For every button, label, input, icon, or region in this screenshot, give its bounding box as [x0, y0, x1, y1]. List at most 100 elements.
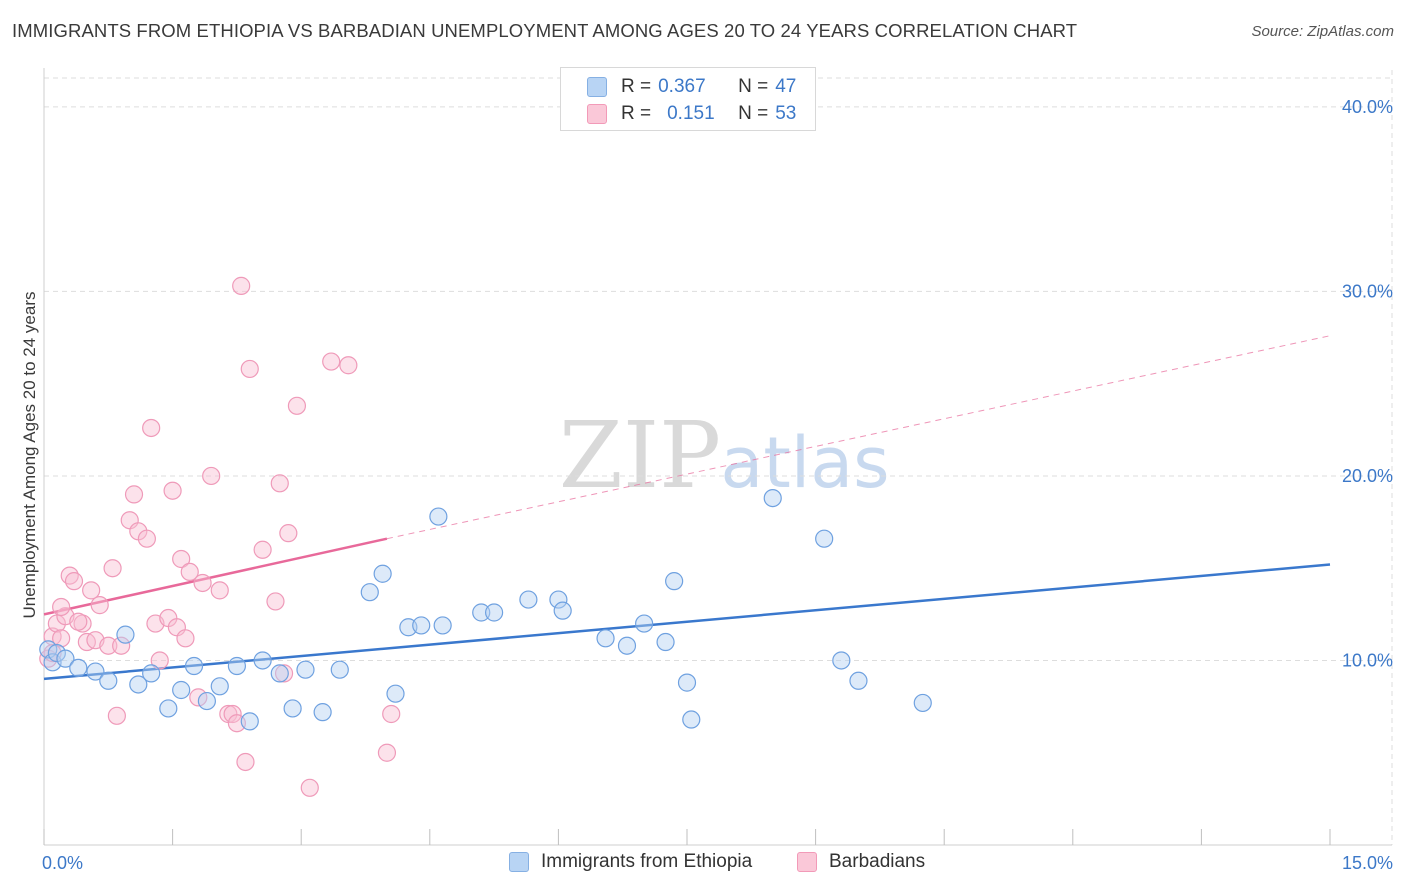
y-tick-label: 20.0%	[1342, 466, 1393, 486]
chart-title: IMMIGRANTS FROM ETHIOPIA VS BARBADIAN UN…	[12, 20, 1078, 41]
ethiopia-point	[172, 680, 191, 700]
ethiopia-point	[682, 710, 701, 729]
barbadians-point	[150, 651, 169, 670]
barbadians-point	[52, 597, 71, 617]
source-credit: Source: ZipAtlas.com	[1251, 23, 1394, 40]
barbadians-point	[382, 704, 401, 724]
barbadians-point	[232, 276, 251, 295]
ethiopia-point	[549, 590, 568, 609]
ethiopia-point	[296, 660, 315, 679]
bottom-legend-label-ethiopia: Immigrants from Ethiopia	[541, 851, 753, 872]
ethiopia-point	[99, 671, 118, 690]
ethiopia-point	[116, 625, 135, 644]
ethiopia-point	[665, 572, 684, 591]
ethiopia-point	[433, 616, 452, 635]
watermark-atlas: atlas	[720, 422, 889, 504]
ethiopia-point	[763, 488, 782, 508]
barbadians-point	[210, 581, 229, 600]
ethiopia-point	[360, 583, 379, 602]
ethiopia-point	[617, 636, 637, 655]
barbadians-point	[172, 549, 191, 569]
ethiopia-point	[913, 693, 932, 713]
ethiopia-point	[635, 614, 654, 633]
barbadians-point	[253, 540, 272, 559]
legend-n-value: 47	[775, 76, 797, 97]
bottom-legend-barbadians: Barbadians	[797, 851, 925, 873]
ethiopia-point	[56, 649, 75, 668]
barbadians-trend-extension	[386, 335, 1331, 540]
barbadians-point	[107, 706, 126, 725]
barbadians-point	[112, 636, 131, 655]
barbadians-point	[270, 474, 289, 493]
barbadians-point	[180, 562, 199, 582]
ethiopia-point	[270, 664, 289, 683]
barbadians-point	[163, 481, 182, 500]
ethiopia-point	[412, 616, 431, 635]
y-tick-label: 30.0%	[1342, 281, 1393, 301]
barbadians-point	[137, 529, 156, 548]
legend-r-label: R =	[621, 103, 652, 124]
barbadians-point	[69, 612, 88, 631]
barbadians-point	[142, 418, 161, 438]
legend-row-barbadians: R = 0.151 N = 53	[587, 102, 796, 126]
barbadians-point	[377, 743, 397, 762]
barbadians-point	[339, 356, 358, 375]
barbadians-trend-line	[43, 537, 388, 616]
barbadians-point	[193, 573, 212, 593]
ethiopia-point	[386, 684, 405, 703]
legend-n-label: N =	[738, 103, 769, 124]
bottom-legend-label-barbadians: Barbadians	[829, 851, 926, 872]
correlation-legend: R = 0.367 N = 47 R = 0.151 N = 53	[560, 67, 816, 131]
barbadians-point	[223, 704, 242, 724]
ethiopia-point	[815, 529, 834, 548]
ethiopia-point	[656, 632, 675, 652]
ethiopia-point	[283, 699, 302, 718]
barbadians-point	[176, 629, 195, 648]
ethiopia-point	[519, 590, 538, 609]
bottom-legend-ethiopia: Immigrants from Ethiopia	[509, 851, 752, 873]
ethiopia-point	[240, 712, 259, 731]
legend-n-label: N =	[738, 76, 769, 97]
barbadians-point	[274, 664, 294, 683]
ethiopia-point	[553, 601, 572, 620]
ethiopia-point	[69, 658, 88, 677]
ethiopia-point	[677, 673, 697, 692]
ethiopia-trend-line	[43, 563, 1331, 681]
ethiopia-point	[485, 603, 504, 622]
bottom-legend-swatch-blue	[509, 852, 529, 872]
legend-r-value: 0.151	[667, 103, 715, 124]
legend-r-label: R =	[621, 76, 652, 97]
barbadians-point	[266, 592, 285, 611]
ethiopia-point	[832, 651, 851, 670]
x-tick-label-end: 15.0%	[1342, 853, 1393, 873]
ethiopia-point	[227, 656, 246, 676]
ethiopia-point	[184, 656, 204, 676]
barbadians-point	[279, 524, 298, 543]
barbadians-point	[240, 359, 259, 379]
ethiopia-point	[197, 691, 216, 711]
ethiopia-point	[313, 703, 332, 722]
legend-swatch-blue	[587, 77, 607, 97]
ethiopia-point	[253, 651, 272, 670]
legend-r-value: 0.367	[658, 76, 706, 97]
barbadians-point	[103, 559, 122, 578]
ethiopia-point	[159, 699, 178, 718]
barbadians-point	[52, 629, 71, 648]
x-tick-label-start: 0.0%	[42, 853, 83, 873]
watermark-zip: ZIP	[559, 402, 721, 509]
barbadians-point	[99, 636, 118, 655]
y-axis-label: Unemployment Among Ages 20 to 24 years	[20, 291, 39, 619]
ethiopia-point	[142, 664, 161, 683]
barbadians-point	[322, 352, 341, 371]
barbadians-point	[236, 752, 255, 772]
ethiopia-point	[429, 507, 448, 526]
ethiopia-point	[129, 675, 148, 694]
barbadians-point	[124, 485, 144, 504]
barbadians-point	[82, 581, 101, 600]
barbadians-point	[64, 572, 84, 591]
barbadians-point	[90, 596, 109, 615]
ethiopia-point	[472, 603, 491, 622]
ethiopia-point	[849, 671, 868, 690]
barbadians-point	[287, 396, 307, 415]
